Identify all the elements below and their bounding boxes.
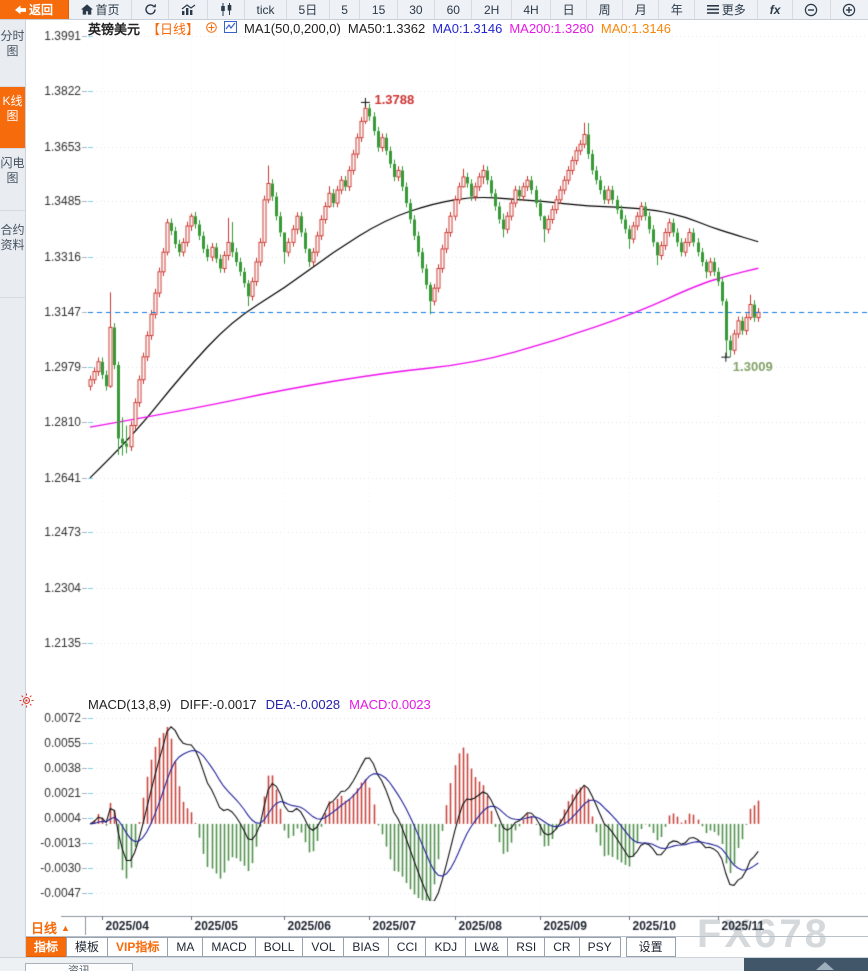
- price-chart-canvas[interactable]: [25, 19, 868, 936]
- macd-value: MACD:0.0023: [349, 696, 431, 712]
- tab-vip-indicators[interactable]: VIP指标: [107, 937, 169, 957]
- zoom-out-icon: [804, 3, 818, 17]
- expand-icon[interactable]: [206, 21, 217, 36]
- tab-macd[interactable]: MACD: [202, 937, 256, 957]
- tab-indicators[interactable]: 指标: [25, 937, 68, 957]
- bottom-strip: 资讯: [0, 957, 868, 971]
- interval-label: 60: [446, 2, 460, 17]
- chevron-up-icon: [816, 962, 834, 970]
- tab-ma[interactable]: MA: [167, 937, 204, 957]
- zoom-in-button[interactable]: [831, 0, 868, 19]
- interval-label: 4H: [523, 2, 539, 17]
- ma50-value: MA50:1.3362: [347, 20, 426, 36]
- interval-label: 15: [371, 2, 386, 17]
- interval-day-button[interactable]: 日: [551, 0, 588, 19]
- interval-5m-button[interactable]: 5: [330, 0, 361, 19]
- sidebar-item-time-chart[interactable]: 分时图: [0, 19, 25, 87]
- home-button[interactable]: 首页: [69, 0, 133, 19]
- interval-label: 30: [409, 2, 423, 17]
- interval-label: 月: [634, 3, 647, 17]
- ma200-value: MA200:1.3280: [509, 20, 594, 36]
- area-chart-button[interactable]: [169, 0, 209, 19]
- chevron-up-icon: ▲: [61, 922, 70, 933]
- zoom-out-button[interactable]: [793, 0, 831, 19]
- interval-15m-button[interactable]: 15: [360, 0, 398, 19]
- tab-cci[interactable]: CCI: [387, 937, 427, 957]
- interval-4h-button[interactable]: 4H: [512, 0, 552, 19]
- symbol-name: 英镑美元: [88, 21, 141, 37]
- home-label: 首页: [95, 3, 120, 17]
- indicator-tab-bar: 指标 模板 VIP指标 MA MACD BOLL VOL BIAS CCI KD…: [0, 936, 868, 957]
- interval-week-button[interactable]: 周: [587, 0, 624, 19]
- ma-settings-label: MA1(50,0,200,0): [244, 20, 341, 36]
- area-chart-icon: [181, 3, 196, 16]
- scroll-up-button[interactable]: [744, 958, 868, 971]
- interval-5day-label: 5日: [298, 3, 318, 17]
- tab-lw[interactable]: LW&: [465, 937, 509, 957]
- tick-button[interactable]: tick: [245, 0, 288, 19]
- period-badge: 【日线】: [147, 21, 200, 37]
- period-dropdown[interactable]: 日线 ▲: [31, 918, 70, 937]
- interval-2h-button[interactable]: 2H: [472, 0, 512, 19]
- interval-label: 2H: [483, 2, 500, 17]
- tab-psy[interactable]: PSY: [578, 937, 621, 957]
- interval-30m-button[interactable]: 30: [398, 0, 436, 19]
- menu-icon: [706, 5, 719, 14]
- sidebar-item-contract-info[interactable]: 合约资料: [0, 211, 25, 298]
- indicator-settings-icon[interactable]: [224, 20, 238, 36]
- refresh-button[interactable]: [132, 0, 170, 19]
- indicator-sun-icon[interactable]: [19, 693, 34, 713]
- ma0-blue-value: MA0:1.3146: [432, 20, 503, 36]
- tab-kdj[interactable]: KDJ: [425, 937, 467, 957]
- tab-rsi[interactable]: RSI: [507, 937, 546, 957]
- back-label: 返回: [28, 3, 53, 17]
- sidebar-item-label: 分时图: [0, 29, 25, 58]
- candlestick-icon: [220, 3, 233, 16]
- interval-60m-button[interactable]: 60: [435, 0, 473, 19]
- interval-label: 周: [598, 3, 611, 17]
- period-dropdown-label: 日线: [31, 921, 58, 936]
- interval-month-button[interactable]: 月: [623, 0, 660, 19]
- top-toolbar: 返回 首页 tick 5日 5 1: [0, 0, 868, 20]
- chart-header: 英镑美元 【日线】 MA1(50,0,200,0) MA50:1.3362 MA…: [88, 20, 672, 37]
- sidebar-item-kline-chart[interactable]: K线图: [0, 87, 25, 149]
- sidebar-item-label: K线图: [2, 94, 23, 123]
- ma0-orange-value: MA0:1.3146: [600, 20, 672, 36]
- more-button[interactable]: 更多: [695, 0, 759, 19]
- diff-value: DIFF:-0.0017: [180, 696, 257, 712]
- refresh-icon: [144, 3, 157, 16]
- back-button[interactable]: 返回: [0, 0, 69, 19]
- tab-boll[interactable]: BOLL: [254, 937, 304, 957]
- sidebar-item-lightning-chart[interactable]: 闪电图: [0, 149, 25, 211]
- interval-year-button[interactable]: 年: [659, 0, 696, 19]
- home-icon: [80, 4, 93, 15]
- tab-vol[interactable]: VOL: [302, 937, 345, 957]
- interval-label: 5: [341, 2, 348, 17]
- zoom-in-icon: [842, 3, 856, 17]
- interval-label: 年: [670, 3, 683, 17]
- macd-header: MACD(13,8,9) DIFF:-0.0017 DEA:-0.0028 MA…: [88, 696, 431, 712]
- tab-bias[interactable]: BIAS: [343, 937, 389, 957]
- tick-label: tick: [256, 2, 275, 17]
- sidebar-item-label: 合约资料: [0, 223, 25, 252]
- chart-region: 英镑美元 【日线】 MA1(50,0,200,0) MA50:1.3362 MA…: [25, 19, 868, 936]
- formula-button[interactable]: fx: [758, 0, 793, 19]
- candlestick-chart-button[interactable]: [208, 0, 246, 19]
- tab-settings[interactable]: 设置: [625, 937, 676, 957]
- chart-type-sidebar: 分时图 K线图 闪电图 合约资料: [0, 19, 26, 957]
- interval-label: 日: [562, 3, 575, 17]
- interval-5day-button[interactable]: 5日: [287, 0, 330, 19]
- tab-templates[interactable]: 模板: [66, 937, 109, 957]
- more-label: 更多: [721, 3, 746, 17]
- sidebar-item-label: 闪电图: [0, 156, 25, 185]
- dea-value: DEA:-0.0028: [265, 696, 341, 712]
- macd-params-label: MACD(13,8,9): [88, 696, 172, 712]
- back-arrow-icon: [14, 4, 26, 15]
- fx-label: fx: [769, 2, 781, 17]
- tab-news-partial[interactable]: 资讯: [25, 963, 133, 971]
- tab-cr[interactable]: CR: [544, 937, 580, 957]
